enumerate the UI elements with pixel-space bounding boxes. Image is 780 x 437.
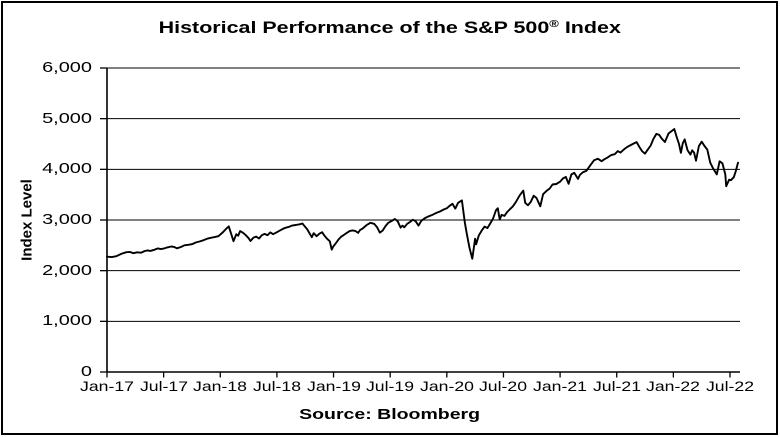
x-axis-label: Jan-19	[306, 378, 361, 394]
y-axis-label: 6,000	[42, 59, 92, 76]
y-axis-label: 3,000	[42, 211, 92, 228]
x-axis-label: Jul-18	[252, 378, 301, 394]
registered-trademark-symbol: ®	[549, 19, 560, 30]
x-axis-label: Jan-17	[80, 378, 134, 394]
x-axis-label: Jan-18	[193, 378, 248, 394]
chart-title: Historical Performance of the S&P 500® I…	[0, 19, 780, 38]
y-axis-label: 5,000	[42, 109, 92, 127]
x-axis-label: Jul-22	[705, 378, 755, 394]
chart-title-suffix: Index	[559, 19, 622, 37]
x-axis-label: Jan-20	[419, 378, 474, 394]
x-axis-label: Jan-22	[646, 378, 701, 394]
x-axis-label: Jul-17	[139, 378, 188, 394]
y-axis-label: 4,000	[42, 160, 92, 178]
source-note-text: Source: Bloomberg	[299, 406, 481, 423]
y-axis-label: 2,000	[42, 261, 92, 279]
x-axis-label: Jul-20	[479, 378, 528, 394]
sp500-series-line	[106, 128, 739, 260]
chart-title-text: Historical Performance of the S&P 500	[158, 19, 550, 37]
x-axis-label: Jul-19	[366, 378, 415, 394]
x-axis-label: Jan-21	[533, 378, 588, 394]
y-axis-label: 0	[80, 363, 92, 380]
x-axis-label: Jul-21	[592, 378, 641, 394]
y-axis-label: 1,000	[42, 312, 92, 330]
source-note: Source: Bloomberg	[0, 406, 780, 423]
